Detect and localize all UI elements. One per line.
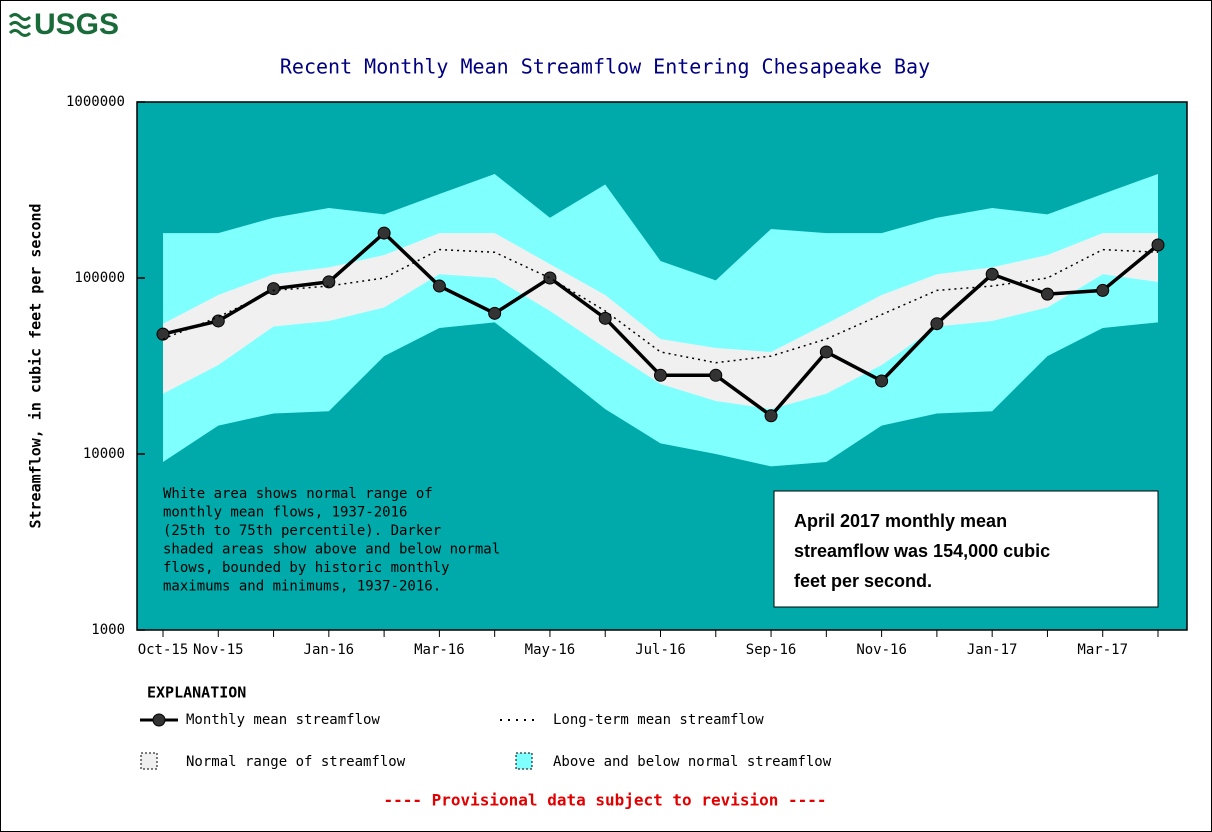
callout-box: [773, 490, 1159, 608]
x-tick-label: Jan-16: [304, 642, 355, 658]
footer: ---- Provisional data subject to revisio…: [383, 791, 826, 810]
series-marker: [598, 311, 612, 325]
x-tick-label: Sep-16: [746, 642, 797, 658]
series-marker: [1096, 283, 1110, 297]
legend-label: Long-term mean streamflow: [553, 712, 764, 728]
series-marker: [488, 306, 502, 320]
series-marker: [764, 409, 778, 423]
logo-waves: [8, 13, 32, 37]
series-marker: [211, 314, 225, 328]
series-marker: [654, 368, 667, 382]
series-marker: [930, 317, 944, 331]
series-marker: [1040, 287, 1054, 301]
series-marker: [377, 226, 391, 240]
legend-title: EXPLANATION: [147, 684, 246, 702]
legend-label: Normal range of streamflow: [186, 754, 406, 770]
series-marker: [819, 345, 833, 359]
note-line: maximums and minimums, 1937-2016.: [163, 579, 441, 595]
callout-line: feet per second.: [794, 571, 932, 591]
series-marker: [432, 279, 446, 293]
series-marker: [985, 267, 999, 281]
note-line: flows, bounded by historic monthly: [163, 560, 450, 576]
callout-line: streamflow was 154,000 cubic: [794, 541, 1050, 561]
x-tick-label: Nov-16: [856, 642, 907, 658]
callout-line: April 2017 monthly mean: [794, 511, 1007, 531]
x-tick-label: Mar-17: [1077, 642, 1128, 658]
note-line: (25th to 75th percentile). Darker: [163, 523, 441, 539]
note-line: White area shows normal range of: [163, 486, 433, 502]
legend-label: Monthly mean streamflow: [186, 712, 380, 728]
x-tick-label: Oct-15: [138, 642, 189, 658]
x-tick-label: Jul-16: [635, 642, 686, 658]
y-tick-label: 10000: [83, 446, 125, 462]
x-tick-label: Mar-16: [414, 642, 465, 658]
series-marker: [267, 282, 281, 296]
legend-marker: [152, 713, 166, 727]
y-axis-label: Streamflow, in cubic feet per second: [27, 203, 45, 528]
plot-border: [136, 101, 1188, 631]
series-marker: [322, 275, 336, 289]
logo: USGS: [34, 8, 119, 41]
note-line: monthly mean flows, 1937-2016: [163, 505, 407, 521]
series-marker: [709, 368, 723, 382]
legend-swatch: [515, 752, 533, 770]
series-marker: [543, 271, 557, 285]
series-marker: [1151, 238, 1165, 252]
note-line: shaded areas show above and below normal: [163, 542, 500, 558]
x-tick-label: Nov-15: [193, 642, 244, 658]
x-tick-label: Jan-17: [967, 642, 1018, 658]
x-tick-label: May-16: [525, 642, 576, 658]
band: [163, 233, 1158, 410]
series-marker: [156, 327, 170, 341]
y-tick-label: 1000000: [66, 94, 125, 110]
series-marker: [875, 374, 889, 388]
series-line: [162, 248, 1159, 364]
y-tick-label: 100000: [74, 270, 125, 286]
chart-title: Recent Monthly Mean Streamflow Entering …: [280, 55, 930, 79]
legend-swatch: [140, 752, 158, 770]
y-tick-label: 1000: [91, 622, 125, 638]
legend-label: Above and below normal streamflow: [553, 754, 832, 770]
